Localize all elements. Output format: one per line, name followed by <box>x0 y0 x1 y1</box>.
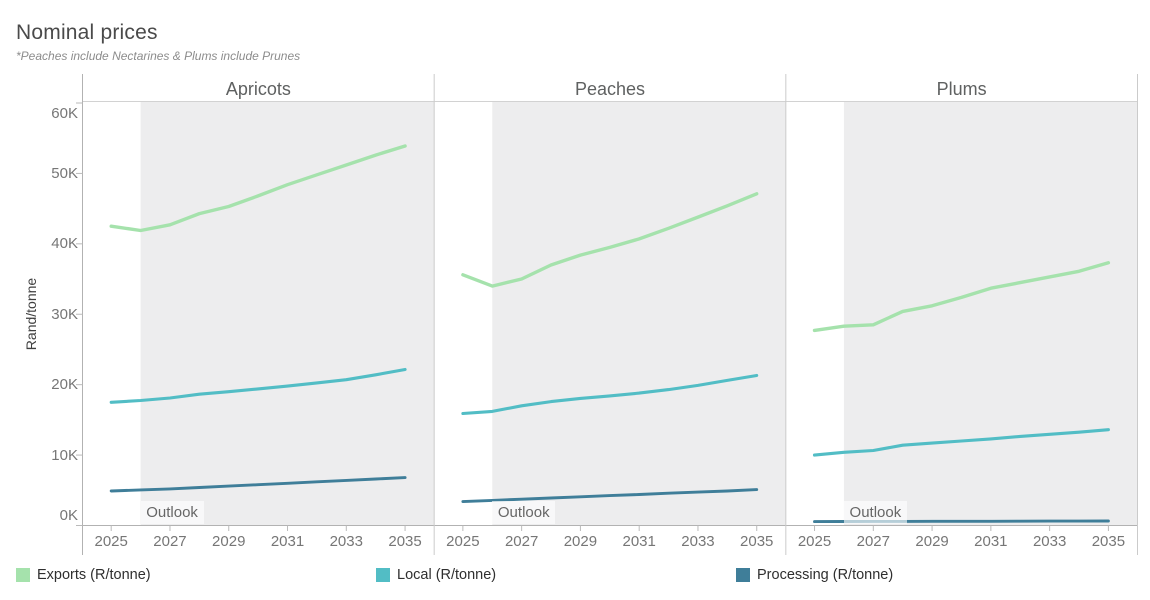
panel-header-apricots: Apricots <box>225 79 291 99</box>
panel-header-peaches: Peaches <box>574 79 646 99</box>
y-tick-label: 40K <box>51 235 78 253</box>
x-tick-label: 2027 <box>856 533 890 550</box>
y-tick-label: 0K <box>59 506 78 524</box>
exports-swatch-icon <box>16 568 30 582</box>
legend-label: Exports (R/tonne) <box>37 567 151 583</box>
series-line <box>109 144 407 233</box>
x-tick-label: 2029 <box>212 533 246 550</box>
chart-subtitle: *Peaches include Nectarines & Plums incl… <box>16 48 301 63</box>
x-tick-label: 2033 <box>681 533 715 550</box>
x-tick-label: 2029 <box>563 533 598 550</box>
panel-header-plums: Plums <box>936 79 987 99</box>
series-line <box>812 428 1110 457</box>
series-line <box>461 373 759 416</box>
outlook-shaded-region <box>843 102 1138 525</box>
y-tick-label: 30K <box>51 305 78 323</box>
x-tick-label: 2029 <box>915 533 949 550</box>
x-tick-label: 2027 <box>153 533 187 550</box>
legend-item-local[interactable]: Local (R/tonne) <box>376 567 496 583</box>
y-tick-label: 60K <box>51 104 78 122</box>
x-tick-label: 2035 <box>1091 533 1126 550</box>
legend-label: Local (R/tonne) <box>397 567 497 583</box>
series-line <box>109 367 407 404</box>
series-line <box>461 488 759 504</box>
outlook-shaded-region <box>140 102 435 525</box>
x-tick-label: 2025 <box>94 533 128 550</box>
x-tick-label: 2033 <box>1032 533 1067 550</box>
x-tick-label: 2027 <box>504 533 539 550</box>
x-tick-label: 2031 <box>622 533 656 550</box>
outlook-label: Outlook <box>843 501 907 524</box>
series-line <box>812 261 1111 333</box>
y-tick-label: 20K <box>51 376 78 394</box>
x-tick-label: 2035 <box>388 533 422 550</box>
y-tick-label: 10K <box>51 446 78 464</box>
x-tick-label: 2025 <box>797 533 832 550</box>
x-tick-label: 2031 <box>270 533 305 550</box>
legend-item-processing[interactable]: Processing (R/tonne) <box>736 567 893 583</box>
legend-item-exports[interactable]: Exports (R/tonne) <box>16 567 151 583</box>
chart-title: Nominal prices <box>16 21 158 44</box>
series-line <box>109 476 407 493</box>
outlook-label: Outlook <box>492 501 556 524</box>
legend-label: Processing (R/tonne) <box>757 567 894 583</box>
x-tick-label: 2033 <box>329 533 363 550</box>
x-tick-label: 2031 <box>974 533 1008 550</box>
outlook-shaded-region <box>492 102 786 525</box>
series-line <box>461 192 759 288</box>
x-tick-label: 2035 <box>740 533 774 550</box>
local-swatch-icon <box>376 568 390 582</box>
x-tick-label: 2025 <box>446 533 480 550</box>
outlook-label: Outlook <box>140 501 204 524</box>
processing-swatch-icon <box>736 568 750 582</box>
y-tick-label: 50K <box>51 164 78 182</box>
